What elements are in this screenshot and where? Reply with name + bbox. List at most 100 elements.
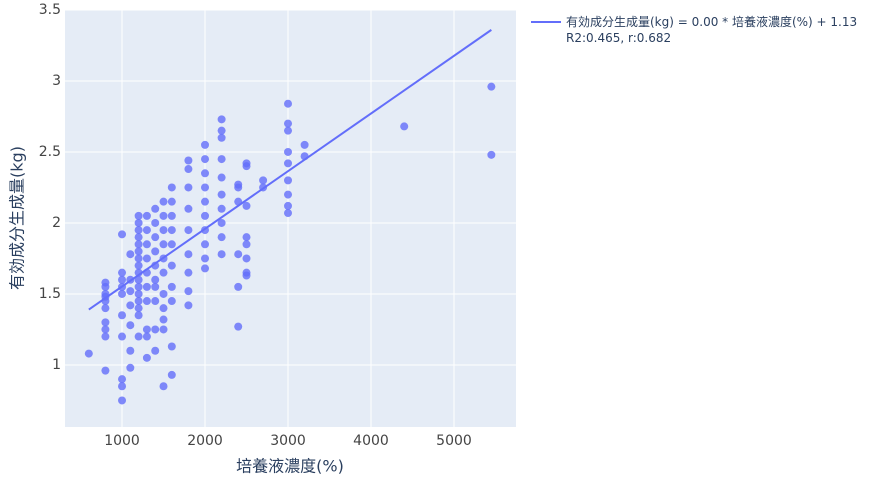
point (159, 289, 168, 298)
point (242, 233, 251, 242)
legend-line: R2:0.465, r:0.682 (566, 31, 671, 45)
point (151, 282, 160, 291)
x-tick-label: 4000 (353, 433, 389, 449)
point (167, 370, 176, 379)
point (151, 275, 160, 284)
point (217, 233, 226, 242)
point (142, 211, 151, 220)
point (126, 250, 135, 259)
y-axis-title: 有効成分生成量(kg) (8, 146, 27, 290)
point (167, 282, 176, 291)
point (284, 99, 293, 108)
trendline (88, 29, 492, 311)
point (300, 140, 309, 149)
point (167, 261, 176, 270)
point (101, 278, 110, 287)
point (134, 211, 143, 220)
point (126, 287, 135, 296)
point (284, 147, 293, 156)
point (159, 197, 168, 206)
point (234, 282, 243, 291)
point (134, 218, 143, 227)
x-tick-label: 3000 (270, 433, 306, 449)
point (134, 297, 143, 306)
point (118, 375, 127, 384)
point (217, 126, 226, 135)
point (126, 301, 135, 310)
point (184, 287, 193, 296)
point (159, 304, 168, 313)
point (142, 332, 151, 341)
point (118, 230, 127, 239)
point (134, 304, 143, 313)
x-tick-label: 2000 (187, 433, 223, 449)
point (217, 250, 226, 259)
point (151, 325, 160, 334)
point (118, 382, 127, 391)
point (201, 211, 210, 220)
point (217, 190, 226, 199)
x-tick-label: 5000 (436, 433, 472, 449)
point (126, 346, 135, 355)
point (142, 353, 151, 362)
point (184, 226, 193, 235)
point (134, 311, 143, 320)
point (151, 204, 160, 213)
y-tick-label: 3 (52, 73, 61, 89)
point (142, 254, 151, 263)
point (118, 311, 127, 320)
point (118, 396, 127, 405)
point (234, 180, 243, 189)
point (167, 240, 176, 249)
point (142, 226, 151, 235)
point (151, 218, 160, 227)
point (101, 304, 110, 313)
plot-area (65, 10, 516, 427)
point (84, 349, 93, 358)
point (259, 176, 268, 185)
point (217, 218, 226, 227)
point (142, 282, 151, 291)
point (134, 289, 143, 298)
point (142, 240, 151, 249)
point (118, 268, 127, 277)
point (234, 250, 243, 259)
point (134, 240, 143, 249)
point (101, 366, 110, 375)
legend-line: 有効成分生成量(kg) = 0.00 * 培養液濃度(%) + 1.13 (566, 14, 857, 29)
point (242, 240, 251, 249)
y-tick-label: 3.5 (39, 2, 61, 18)
point (151, 261, 160, 270)
point (184, 268, 193, 277)
point (184, 156, 193, 165)
y-tick-label: 1.5 (39, 286, 61, 302)
point (126, 321, 135, 330)
point (134, 233, 143, 242)
point (167, 211, 176, 220)
point (134, 261, 143, 270)
point (126, 363, 135, 372)
point (159, 240, 168, 249)
y-tick-label: 2.5 (39, 144, 61, 160)
y-tick-label: 1 (52, 357, 61, 373)
y-tick-label: 2 (52, 215, 61, 231)
point (134, 226, 143, 235)
point (487, 150, 496, 159)
point (201, 169, 210, 178)
point (159, 325, 168, 334)
point (284, 126, 293, 135)
point (284, 159, 293, 168)
point (184, 204, 193, 213)
point (234, 322, 243, 331)
point (217, 133, 226, 142)
point (201, 155, 210, 164)
point (134, 282, 143, 291)
point (184, 301, 193, 310)
point (201, 183, 210, 192)
point (184, 183, 193, 192)
point (167, 297, 176, 306)
legend-label: 有効成分生成量(kg) = 0.00 * 培養液濃度(%) + 1.13 R2:0… (566, 14, 857, 45)
point (159, 268, 168, 277)
point (242, 201, 251, 210)
